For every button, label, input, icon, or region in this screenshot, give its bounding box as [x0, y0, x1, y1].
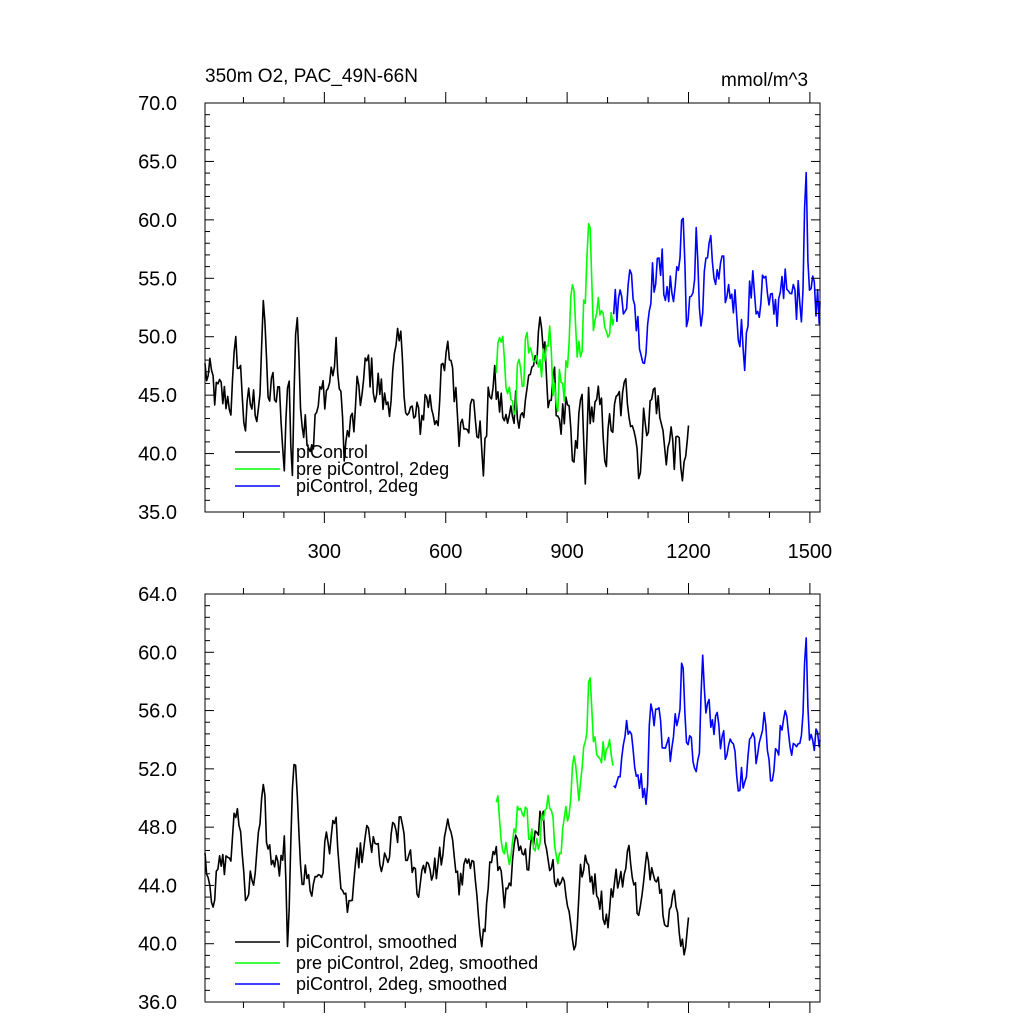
y-tick-label: 65.0 — [138, 151, 177, 173]
x-tick-label: 900 — [550, 541, 583, 563]
plot-frame — [204, 593, 821, 1003]
series-line — [612, 171, 821, 372]
series-line — [204, 763, 690, 956]
y-tick-label: 64.0 — [138, 584, 177, 606]
legend-label: piControl, 2deg — [296, 476, 418, 496]
x-tick-label: 300 — [308, 541, 341, 563]
legend-label: piControl, 2deg, smoothed — [296, 974, 507, 994]
y-tick-label: 45.0 — [138, 385, 177, 407]
y-tick-label: 60.0 — [138, 642, 177, 664]
y-tick-label: 40.0 — [138, 934, 177, 956]
x-tick-label: 1200 — [666, 541, 711, 563]
chart-title: 350m O2, PAC_49N-66N — [205, 66, 418, 87]
y-tick-label: 48.0 — [138, 817, 177, 839]
legend-label: pre piControl, 2deg, smoothed — [296, 953, 538, 973]
legend-label: piControl, smoothed — [296, 932, 457, 952]
y-tick-label: 35.0 — [138, 502, 177, 524]
y-tick-label: 52.0 — [138, 759, 177, 781]
y-tick-label: 44.0 — [138, 875, 177, 897]
legend-label: piControl — [296, 442, 368, 462]
plot-panel-bottom: 36.0 40.0 44.0 48.0 52.0 56.0 60.0 64.0 piContro… — [138, 583, 821, 1014]
legend-label: pre piControl, 2deg — [296, 459, 449, 479]
plot-panel-top: 35.0 40.0 45.0 50.0 55.0 60.0 65.0 70.0 300 600 90… — [138, 92, 832, 563]
series-line — [204, 299, 690, 485]
series-line — [495, 677, 615, 866]
y-tick-label: 70.0 — [138, 93, 177, 115]
x-tick-label: 600 — [429, 541, 462, 563]
y-tick-label: 60.0 — [138, 210, 177, 232]
units-label: mmol/m^3 — [721, 70, 809, 91]
series-line — [613, 637, 821, 806]
y-tick-label: 56.0 — [138, 701, 177, 723]
y-tick-label: 36.0 — [138, 992, 177, 1014]
y-tick-label: 50.0 — [138, 327, 177, 349]
plot-frame — [204, 102, 821, 513]
y-tick-label: 55.0 — [138, 268, 177, 290]
x-tick-label: 1500 — [788, 541, 833, 563]
y-tick-label: 40.0 — [138, 444, 177, 466]
series-line — [495, 222, 615, 416]
